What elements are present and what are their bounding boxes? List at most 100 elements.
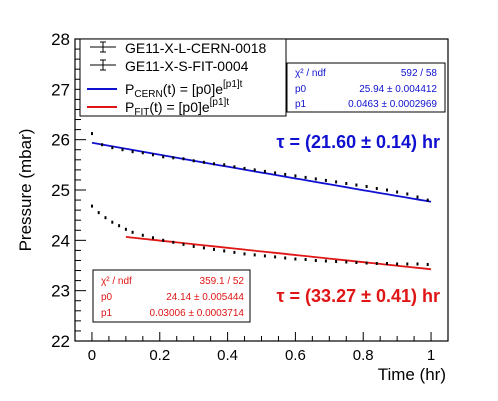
stats-cern-row-2-value: 0.0463 ± 0.0002969 [348,99,437,110]
data-point-series-0 [335,180,338,184]
data-point-series-0 [101,143,104,147]
data-point-series-1 [213,247,215,251]
data-point-series-0 [365,185,368,188]
data-point-series-1 [182,242,185,246]
data-point-series-1 [365,261,368,265]
data-point-series-1 [141,233,144,237]
data-point-series-0 [213,162,215,166]
legend-fit-cern: PCERN(t) = [p0]e[p1]t [125,79,243,100]
data-point-series-1 [253,253,256,257]
data-point-series-0 [172,156,175,160]
stats-fit-row-1-value: 24.14 ± 0.005444 [166,292,244,303]
data-point-series-0 [284,172,287,176]
data-point-series-0 [202,160,205,164]
data-point-series-1 [426,263,429,266]
data-point-series-1 [396,262,399,266]
stats-cern-row-1-label: p0 [295,84,307,95]
y-tick-label: 25 [51,181,70,200]
legend-entry-cern: GE11-X-L-CERN-0018 [125,40,267,56]
data-point-series-0 [416,195,419,199]
data-point-series-0 [375,187,378,190]
data-point-series-1 [386,262,388,265]
stats-cern-row-0-label: χ² / ndf [295,68,326,79]
data-point-series-1 [202,246,205,250]
data-point-series-0 [253,168,256,172]
data-point-series-0 [314,177,317,181]
data-point-series-0 [386,188,388,192]
data-point-series-0 [324,178,327,182]
data-point-series-1 [223,249,226,253]
data-point-series-1 [243,252,246,256]
legend-entry-fit: GE11-X-S-FIT-0004 [125,58,249,74]
data-point-series-0 [223,163,226,167]
data-point-series-0 [294,174,297,178]
data-point-series-0 [345,182,348,185]
stats-fit-row-2-value: 0.03006 ± 0.0003714 [150,308,245,319]
data-point-series-0 [274,171,277,175]
x-tick-label: 0.2 [149,347,170,364]
data-point-series-1 [152,236,154,240]
data-point-series-1 [375,262,378,265]
data-point-series-0 [243,166,246,170]
x-tick-label: 0.6 [285,347,306,364]
data-point-series-1 [192,244,195,248]
data-point-series-0 [141,151,144,155]
data-point-series-1 [172,240,175,244]
legend-box [79,38,287,117]
data-point-series-1 [355,261,358,264]
data-point-series-1 [304,258,307,261]
data-point-series-1 [131,230,134,234]
stats-box-cern: χ² / ndf 592 / 58 p0 25.94 ± 0.004412 p1… [286,62,446,113]
data-point-series-1 [345,260,348,264]
data-point-series-1 [284,256,287,260]
data-point-series-1 [91,204,93,208]
data-point-series-0 [355,183,358,187]
legend-marker-fit [90,59,116,71]
tau-label-fit: τ = (33.27 ± 0.41) hr [277,286,441,306]
data-point-series-1 [118,224,121,228]
data-point-series-1 [162,238,165,242]
x-axis-label: Time (hr) [378,365,446,384]
data-point-series-0 [426,198,429,202]
data-point-series-0 [304,175,307,179]
data-point-series-1 [416,262,419,266]
data-point-series-0 [131,150,134,154]
data-point-series-0 [192,159,195,163]
data-point-series-1 [294,257,297,261]
data-point-series-0 [162,155,165,159]
stats-cern-row-0-value: 592 / 58 [401,68,438,79]
data-point-series-1 [324,259,327,263]
data-point-series-0 [233,165,236,169]
data-point-series-0 [91,132,93,136]
y-tick-label: 24 [51,231,70,250]
x-tick-label: 0.8 [353,347,374,364]
legend-fit-fit: PFIT(t) = [p0]e[p1]t [125,97,229,118]
tau-label-cern: τ = (21.60 ± 0.14) hr [277,132,441,152]
y-tick-label: 23 [51,282,70,301]
stats-fit-row-0-value: 359.1 / 52 [200,276,245,287]
x-tick-label: 0 [88,347,96,364]
y-axis-label: Pressure (mbar) [16,129,35,252]
data-point-series-1 [335,260,338,263]
y-tick-label: 27 [51,80,70,99]
data-point-series-1 [274,255,277,259]
legend-marker-cern [90,41,116,53]
stats-fit-row-2-label: p1 [101,308,113,319]
stats-fit-row-1-label: p0 [101,292,113,303]
fit-line-1 [125,236,432,271]
data-point-series-1 [406,262,409,266]
stats-cern-row-1-value: 25.94 ± 0.004412 [359,84,437,95]
y-tick-label: 28 [51,30,70,49]
y-tick-label: 22 [51,332,70,351]
data-point-series-0 [152,153,154,157]
legend: GE11-X-L-CERN-0018 GE11-X-S-FIT-0004 PCE… [79,38,287,118]
x-tick-label: 1 [427,347,435,364]
data-point-series-0 [263,169,266,173]
data-point-series-1 [314,259,317,262]
data-point-series-0 [396,190,399,194]
stats-cern-row-2-label: p1 [295,99,307,110]
data-point-series-1 [263,254,266,258]
x-tick-label: 0.4 [217,347,238,364]
data-point-series-0 [121,148,124,152]
